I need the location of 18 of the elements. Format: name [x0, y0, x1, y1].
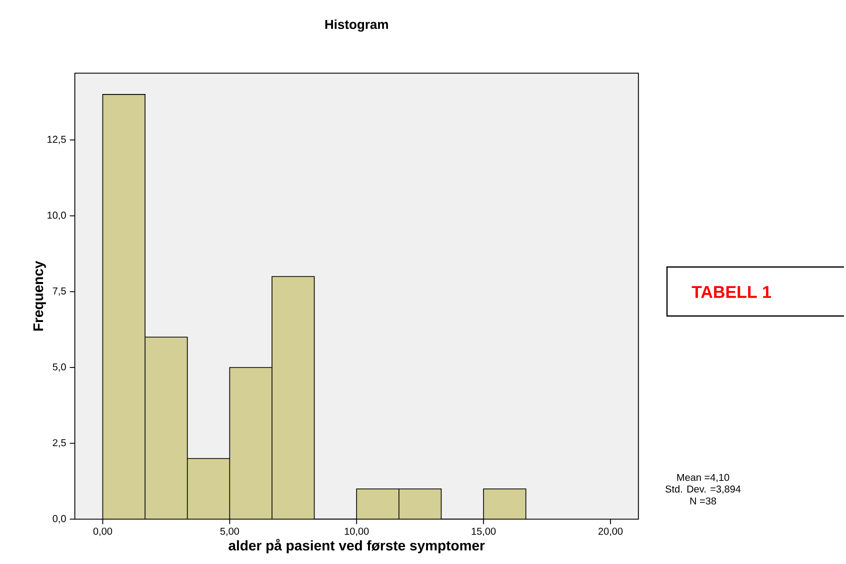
x-tick-label: 15,00 — [472, 528, 496, 536]
x-tick-label: 20,00 — [598, 528, 623, 536]
y-tick-label: 0,0 — [52, 515, 66, 524]
y-axis-title: Frequency — [33, 260, 46, 331]
y-tick-label: 10,0 — [48, 212, 66, 220]
text: TABELL 1 — [692, 286, 772, 298]
chart-title: Histogram — [325, 19, 388, 32]
y-tick-label: 7,5 — [52, 288, 66, 296]
y-tick-label: 5,0 — [52, 363, 66, 372]
x-tick-label: 0,00 — [93, 528, 112, 536]
y-tick-label: 12,5 — [48, 136, 66, 144]
y-tick-label: 2,5 — [52, 439, 66, 448]
text: N =38 — [690, 497, 716, 505]
text: Std. Dev. =3,894 — [666, 485, 741, 494]
x-tick-label: 5,00 — [220, 528, 240, 536]
x-axis-title: alder på pasient ved første symptomer — [228, 538, 485, 554]
x-tick-label: 10,00 — [344, 528, 369, 536]
text: Mean =4,10 — [677, 474, 730, 482]
